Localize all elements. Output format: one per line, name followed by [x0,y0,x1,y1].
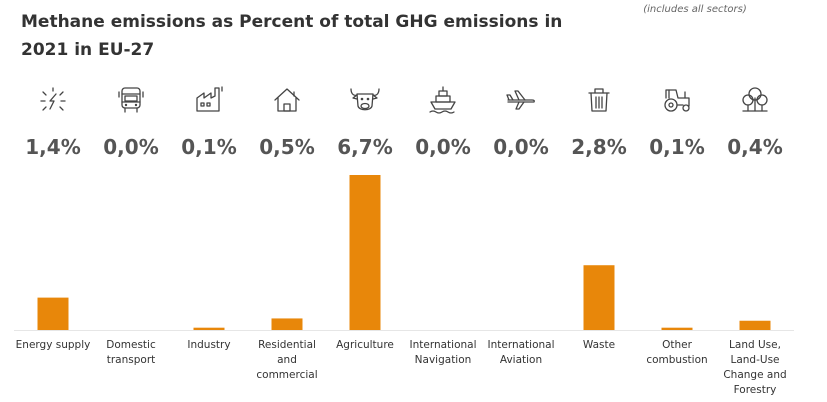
category-label: Waste [583,339,615,351]
category-label: International Navigation [409,339,476,366]
data-label: 0,5% [259,135,314,159]
category-label-line: Waste [583,339,615,351]
category-label: Other combustion [646,339,707,366]
bus-icon [118,87,144,113]
category-label-line: transport [107,354,156,366]
data-label: 0,4% [727,135,782,159]
category-label-line: Domestic [106,339,156,351]
category-label: Residential and commercial [256,339,317,381]
category-label-line: Land-Use [730,354,779,366]
trash-icon [588,88,610,112]
category-label-line: Change and [723,369,786,381]
category-label-line: Forestry [734,384,777,396]
category-label-line: Land Use, [729,339,781,351]
category-label: Domestic transport [106,339,156,366]
category-label-line: commercial [256,369,317,381]
bar [583,265,615,330]
category-label: International Aviation [487,339,554,366]
chart-note: (includes all sectors) [643,4,747,15]
bar [37,297,69,330]
category-label-line: Energy supply [16,339,91,351]
category-label-line: Residential [258,339,316,351]
category-label-line: Navigation [415,354,472,366]
ship-icon [429,86,456,114]
category-label-line: International [409,339,476,351]
data-label: 0,0% [415,135,470,159]
data-label: 1,4% [25,135,80,159]
category-label-line: International [487,339,554,351]
data-label: 0,1% [181,135,236,159]
cow-icon [350,88,380,111]
factory-icon [196,86,223,112]
category-label-line: combustion [646,354,707,366]
data-label: 2,8% [571,135,626,159]
data-label: 0,0% [103,135,158,159]
category-label: Energy supply [16,339,91,351]
category-label-line: and [277,354,297,366]
category-label: Agriculture [336,339,394,351]
bar [739,320,771,330]
category-label-line: Aviation [500,354,542,366]
category-label: Industry [187,339,230,351]
bar [271,318,303,330]
data-label: 6,7% [337,135,392,159]
category-label-line: Industry [187,339,230,351]
airplane-icon [506,90,535,110]
bar [193,327,225,330]
data-label: 0,1% [649,135,704,159]
bar [349,175,381,330]
category-label-line: Other [662,339,692,351]
tractor-icon [664,89,690,112]
energy-icon [40,87,66,111]
category-label: Land Use, Land-Use Change and Forestry [723,339,786,396]
data-label: 0,0% [493,135,548,159]
category-label-line: Agriculture [336,339,394,351]
house-icon [274,88,300,112]
chart-title: Methane emissions as Percent of total GH… [21,12,563,60]
bar [661,327,693,330]
trees-icon [742,87,768,112]
